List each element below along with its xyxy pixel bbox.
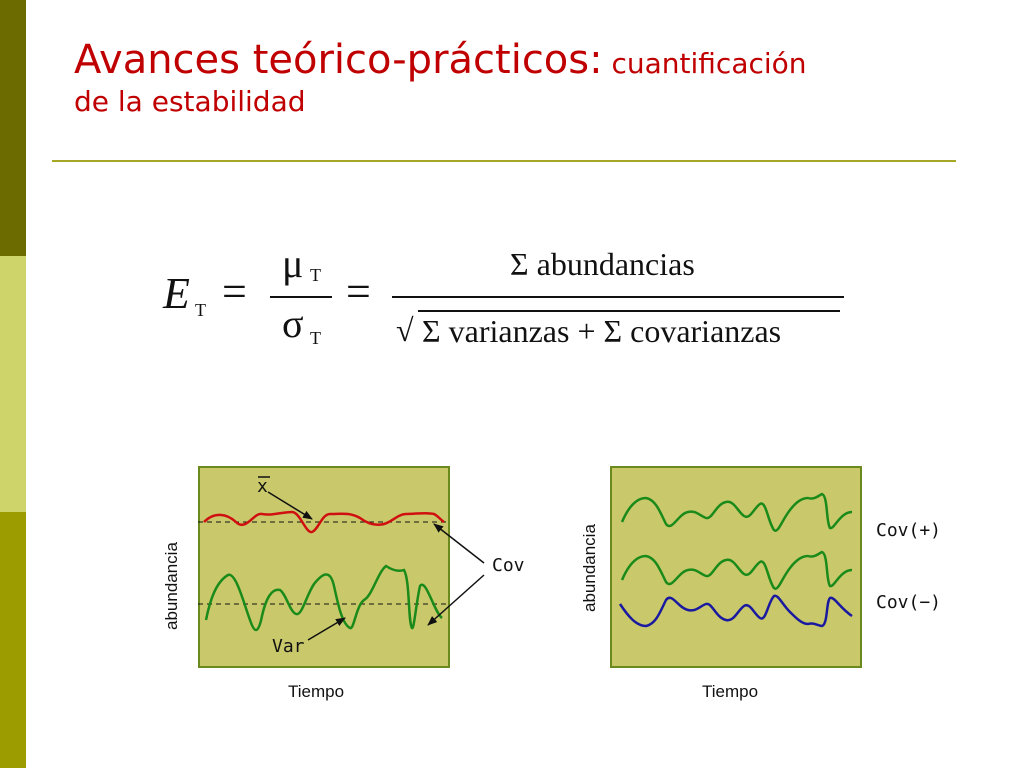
formula-mu: μ <box>282 241 304 286</box>
title-sub: cuantificación <box>602 47 807 80</box>
title-sub-line2: de la estabilidad <box>74 84 306 118</box>
cov-positive-label: Cov(+) <box>876 520 942 541</box>
formula-mu-subscript: T <box>310 265 321 285</box>
formula-numerator: Σ abundancias <box>510 246 695 282</box>
var-arrow <box>307 617 346 641</box>
cov-label: Cov <box>492 555 525 576</box>
left-x-label: Tiempo <box>288 682 345 701</box>
stripe-top <box>0 0 26 256</box>
formula-fraction-bar-2 <box>392 296 844 298</box>
right-green-series-1 <box>620 492 853 532</box>
title-main: Avances teórico-prácticos: <box>74 37 603 83</box>
right-blue-series <box>618 594 853 628</box>
formula-fraction-bar-1 <box>270 296 332 298</box>
cov-arrow-bottom <box>427 574 485 626</box>
right-green-series-2 <box>620 550 853 590</box>
formula-sqrt-bar <box>418 310 840 312</box>
title-rule <box>52 160 956 162</box>
formula-equals-1: = <box>222 267 247 316</box>
right-y-label: abundancia <box>580 524 599 612</box>
variance-series-line <box>204 564 443 632</box>
cov-arrow-top <box>433 523 485 564</box>
stripe-bottom <box>0 512 26 768</box>
formula-e-subscript: T <box>195 300 206 320</box>
right-x-label: Tiempo <box>702 682 759 701</box>
formula-sqrt: √ <box>396 312 414 348</box>
stripe-middle <box>0 256 26 512</box>
cov-negative-label: Cov(−) <box>876 592 942 613</box>
formula-sigma-subscript: T <box>310 328 321 348</box>
formula-e: E <box>163 269 190 318</box>
mean-arrow <box>267 491 313 520</box>
mean-label: x <box>257 476 268 497</box>
formula-denominator: Σ varianzas + Σ covarianzas <box>422 313 782 349</box>
formula-sigma: σ <box>282 301 304 346</box>
formula-equals-2: = <box>346 267 371 316</box>
left-y-label: abundancia <box>162 542 181 630</box>
stability-formula: E T = μ T σ T = Σ abundancias √ Σ varian… <box>163 241 844 349</box>
slide-title: Avances teórico-prácticos: cuantificació… <box>74 36 974 119</box>
left-panel <box>198 466 450 668</box>
mean-series-line <box>203 510 445 534</box>
var-label: Var <box>272 636 305 657</box>
